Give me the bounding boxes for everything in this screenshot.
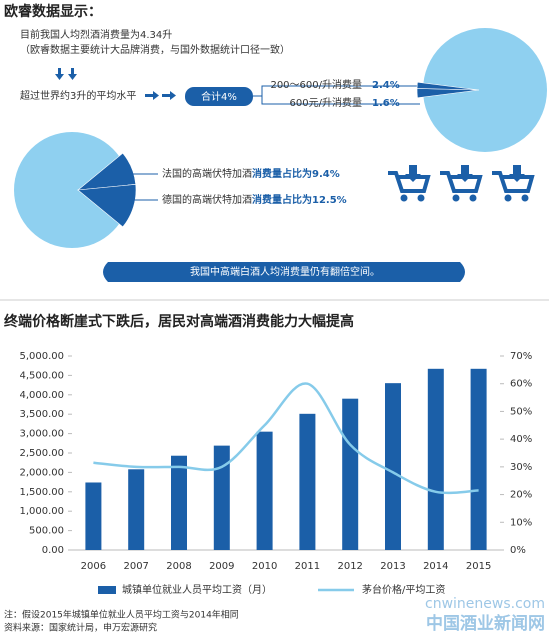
- bar: [427, 368, 444, 550]
- section-title: 欧睿数据显示：: [4, 3, 102, 20]
- pie-label-name: 德国的高端伏特加酒: [162, 193, 252, 206]
- compare-text: 超过世界约3升的平均水平: [20, 89, 136, 102]
- y2-tick-label: 50%: [510, 406, 532, 417]
- pie-slice: [77, 184, 137, 228]
- bar: [342, 398, 359, 550]
- y-tick-label: 2,000.00: [19, 467, 64, 478]
- bar: [299, 413, 316, 550]
- bar: [85, 482, 102, 550]
- x-tick-label: 2011: [295, 561, 320, 572]
- x-tick-label: 2007: [123, 561, 148, 572]
- legend-label: 茅台价格/平均工资: [362, 583, 445, 596]
- info-line: 目前我国人均烈酒消费量为4.34升: [20, 28, 172, 41]
- pie-label: 德国的高端伏特加酒消费量占比为12.5%: [162, 193, 347, 206]
- chart-title: 终端价格断崖式下跌后，居民对高端酒消费能力大幅提高: [4, 313, 354, 330]
- x-tick-label: 2009: [209, 561, 234, 572]
- down-arrows: [55, 68, 176, 100]
- y2-tick-label: 60%: [510, 379, 532, 390]
- pie-label-name: 法国的高端伏特加酒: [162, 167, 252, 180]
- watermark-name: 中国酒业新闻网: [426, 613, 545, 634]
- note: 注：假设2015年城镇单位就业人员平均工资与2014年相同: [4, 609, 239, 621]
- pie-foreign-base: [14, 132, 130, 248]
- pie-highlight: 消费量占比为: [252, 167, 312, 180]
- conclusion-text: 我国中高端白酒人均消费量仍有翻倍空间。: [190, 265, 380, 278]
- y-tick-label: 1,000.00: [19, 506, 64, 517]
- pie-value: 2.4%: [372, 80, 400, 91]
- total-pill: [185, 87, 253, 106]
- x-tick-label: 2006: [81, 561, 106, 572]
- y-tick-label: 1,500.00: [19, 487, 64, 498]
- source: 资料来源：国家统计局，申万宏源研究: [4, 622, 157, 634]
- connector: [253, 85, 420, 105]
- y2-tick-label: 40%: [510, 434, 532, 445]
- x-tick-label: 2014: [423, 561, 448, 572]
- legend-label: 城镇单位就业人员平均工资（月）: [122, 583, 272, 596]
- x-tick-label: 2015: [466, 561, 491, 572]
- pie-label: 法国的高端伏特加酒消费量占比为9.4%: [162, 167, 340, 180]
- pie-value: 9.4%: [312, 169, 340, 180]
- bar: [385, 383, 401, 550]
- y-tick-label: 2,500.00: [19, 448, 64, 459]
- bar: [213, 445, 230, 550]
- pie-highlight: 消费量占比为: [252, 193, 312, 206]
- bar: [128, 469, 145, 550]
- conclusion-banner: [103, 262, 465, 282]
- watermark-url: cnwinenews.com: [425, 596, 545, 612]
- y2-tick-label: 30%: [510, 462, 532, 473]
- y-tick-label: 4,500.00: [19, 370, 64, 381]
- y2-tick-label: 10%: [510, 517, 532, 528]
- cart-icons: [388, 165, 535, 202]
- y2-tick-label: 20%: [510, 490, 532, 501]
- info-line: （欧睿数据主要统计大品牌消费，与国外数据统计口径一致）: [20, 43, 290, 56]
- line: [93, 382, 479, 495]
- legend-swatch: [98, 586, 116, 594]
- pie-label: 600元/升消费量: [290, 96, 362, 109]
- y2-tick-label: 70%: [510, 351, 532, 362]
- pie-value: 12.5%: [312, 195, 347, 206]
- y2-tick-label: 0%: [510, 545, 526, 556]
- x-tick-label: 2012: [337, 561, 362, 572]
- y-tick-label: 3,000.00: [19, 429, 64, 440]
- y-tick-label: 5,000.00: [19, 351, 64, 362]
- y-tick-label: 4,000.00: [19, 390, 64, 401]
- bar: [470, 368, 487, 550]
- x-tick-label: 2013: [380, 561, 405, 572]
- bar: [256, 431, 273, 550]
- x-tick-label: 2008: [166, 561, 191, 572]
- pie-label: 200～600/升消费量: [270, 78, 362, 91]
- y-tick-label: 0.00: [42, 545, 64, 556]
- total-text: 合计4%: [201, 90, 237, 103]
- pie-china-base: [423, 28, 547, 152]
- pie-slice: [416, 81, 480, 91]
- x-tick-label: 2010: [252, 561, 277, 572]
- pie-value: 1.6%: [372, 98, 400, 109]
- bar: [171, 455, 187, 550]
- y-tick-label: 500.00: [29, 526, 64, 537]
- y-tick-label: 3,500.00: [19, 409, 64, 420]
